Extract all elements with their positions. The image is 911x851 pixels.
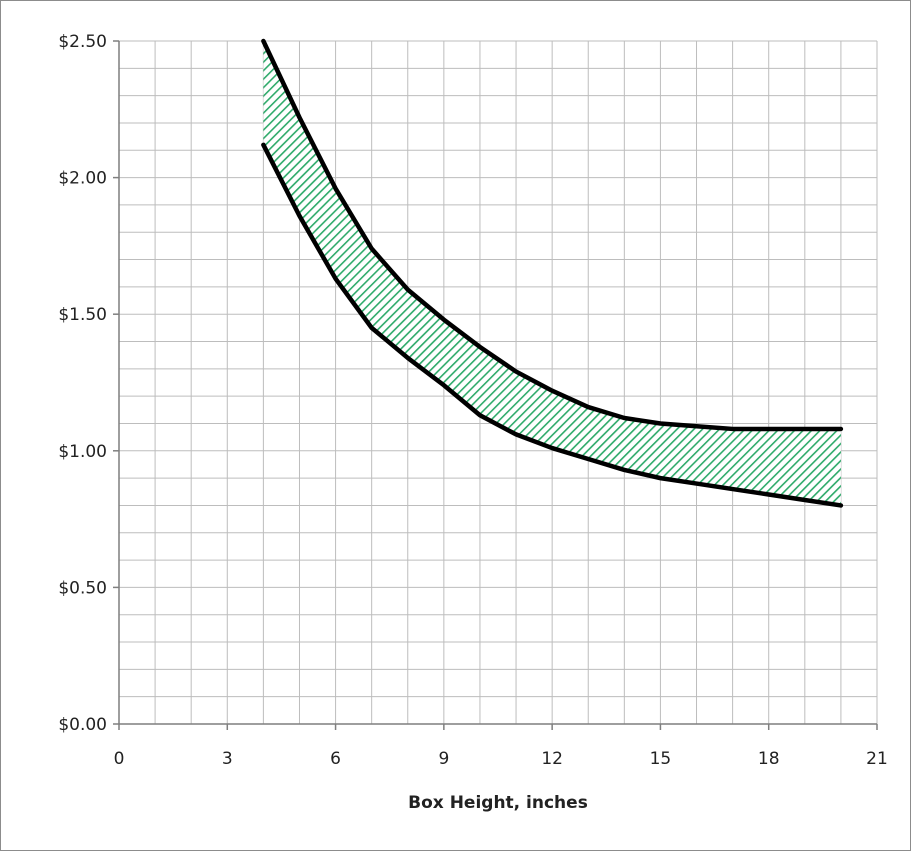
lower-price-line xyxy=(261,142,844,508)
y-tick-label: $2.50 xyxy=(58,32,107,52)
y-tick-label: $2.00 xyxy=(58,169,107,189)
x-axis-title: Box Height, inches xyxy=(408,793,588,813)
upper-price-line xyxy=(261,38,844,432)
x-tick-label: 9 xyxy=(438,749,449,769)
x-tick-label: 21 xyxy=(866,749,888,769)
x-tick-label: 18 xyxy=(758,749,780,769)
x-tick-label: 0 xyxy=(114,749,125,769)
y-tick-label: $0.00 xyxy=(58,715,107,735)
price-band-area xyxy=(263,41,841,506)
axes xyxy=(113,40,878,730)
y-tick-label: $0.50 xyxy=(58,578,107,598)
y-tick-label: $1.50 xyxy=(58,305,107,325)
x-tick-label: 15 xyxy=(650,749,672,769)
price-band xyxy=(263,41,841,506)
x-tick-label: 12 xyxy=(541,749,563,769)
series-lines xyxy=(261,38,844,508)
x-tick-label: 6 xyxy=(330,749,341,769)
x-tick-label: 3 xyxy=(222,749,233,769)
y-tick-label: $1.00 xyxy=(58,442,107,462)
tick-labels: $0.00 $0.50 $1.00 $1.50 $2.00 $2.50 0 3 6 9 12 15 18… xyxy=(58,32,887,813)
